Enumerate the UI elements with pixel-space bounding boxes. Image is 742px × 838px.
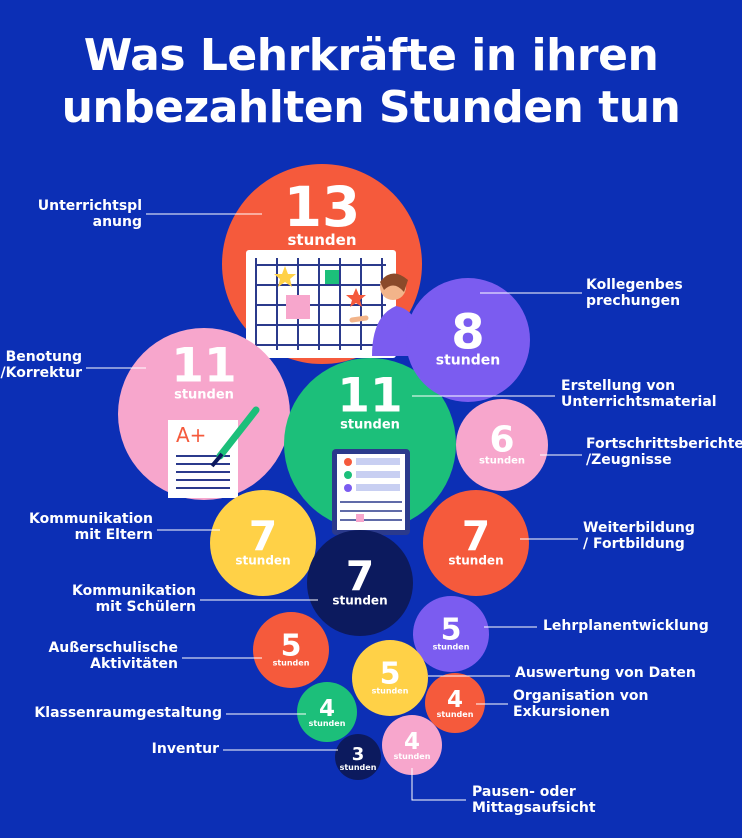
category-label: Kommunikation mit Eltern (29, 511, 153, 543)
bubble-value: 13 (284, 175, 361, 239)
bubble-circle (382, 715, 442, 775)
bubble-unit: stunden (448, 553, 503, 567)
category-label: Fortschrittsberichte/Zeugnisse (586, 436, 742, 468)
chart-title: Was Lehrkräfte in ihren unbezahlten Stun… (0, 30, 742, 134)
bubble-unit: stunden (235, 553, 290, 567)
category-label: Kollegenbes prechungen (586, 277, 683, 309)
bubble-circle (413, 596, 489, 672)
graded-paper-icon (168, 420, 238, 498)
bubble-unit: stunden (332, 593, 387, 607)
category-label: Pausen- oder Mittagsaufsicht (472, 784, 596, 816)
bubble-circle (456, 399, 548, 491)
svg-text:A+: A+ (176, 423, 206, 447)
connector-lines (86, 213, 582, 801)
chart-title-line-1: Was Lehrkräfte in ihren (83, 30, 659, 81)
category-label: Auswertung von Daten (515, 665, 696, 681)
bubble-circle (253, 612, 329, 688)
bubble-value: 4 (404, 729, 420, 755)
bubble-unit: stunden (437, 710, 474, 719)
bubbles: 13stunden11stundenA+11stunden8stunden7st… (118, 164, 548, 780)
bubble-unit: stunden (273, 658, 310, 667)
bubble-unit: stunden (436, 353, 500, 369)
bubble-value: 7 (462, 512, 491, 560)
bubble-value: 5 (281, 628, 302, 663)
bubble-unit: stunden (287, 231, 356, 249)
bubble-circle (284, 358, 456, 530)
bubble-unit: stunden (372, 686, 409, 695)
bubble-unit: stunden (433, 642, 470, 651)
bubble-circle (335, 734, 381, 780)
category-label: Organisation von Exkursionen (513, 688, 648, 720)
bubble-circle (297, 682, 357, 742)
bubble-circle (425, 673, 485, 733)
bubble-value: 6 (489, 419, 514, 460)
bubble-value: 3 (352, 744, 365, 765)
bubble-circle (118, 328, 290, 500)
bubble-unit: stunden (340, 763, 377, 772)
bubble-circle (352, 640, 428, 716)
bubble-unit: stunden (340, 417, 400, 432)
category-label: Weiterbildung / Fortbildung (583, 520, 695, 552)
bubble-value: 5 (380, 656, 401, 691)
bubble-circle (406, 278, 530, 402)
category-label: Benotung/Korrektur (0, 349, 82, 381)
bubble-unit: stunden (174, 387, 234, 402)
bubble-circle (210, 490, 316, 596)
category-label: Unterrichtspl anung (38, 198, 142, 230)
bubble-circle (307, 530, 413, 636)
category-labels: Unterrichtspl anung Benotung/Korrektur Erst… (0, 198, 742, 816)
bubble-unit: stunden (479, 455, 525, 466)
bubble-value: 4 (319, 696, 335, 722)
bubble-value: 7 (249, 512, 278, 560)
category-label: Lehrplanentwicklung (543, 618, 709, 634)
category-label: Außerschulische Aktivitäten (48, 640, 178, 672)
bubble-value: 8 (451, 305, 484, 361)
connector-line (411, 768, 466, 801)
bubble-value: 5 (441, 612, 462, 647)
pen-icon (216, 406, 260, 460)
bubble-unit: stunden (309, 719, 346, 728)
bubble-value: 4 (447, 687, 463, 713)
bubble-unit: stunden (394, 752, 431, 761)
bubble-value: 11 (171, 338, 236, 393)
bubble-circle (423, 490, 529, 596)
category-label: Kommunikation mit Schülern (72, 583, 196, 615)
category-label: Klassenraumgestaltung (34, 705, 222, 721)
bubble-value: 11 (337, 368, 402, 423)
category-label: Erstellung von Unterrichtsmaterial (561, 378, 717, 410)
bubble-value: 7 (346, 552, 375, 600)
category-label: Inventur (152, 741, 219, 757)
chart-title-line-2: unbezahlten Stunden tun (61, 82, 681, 133)
